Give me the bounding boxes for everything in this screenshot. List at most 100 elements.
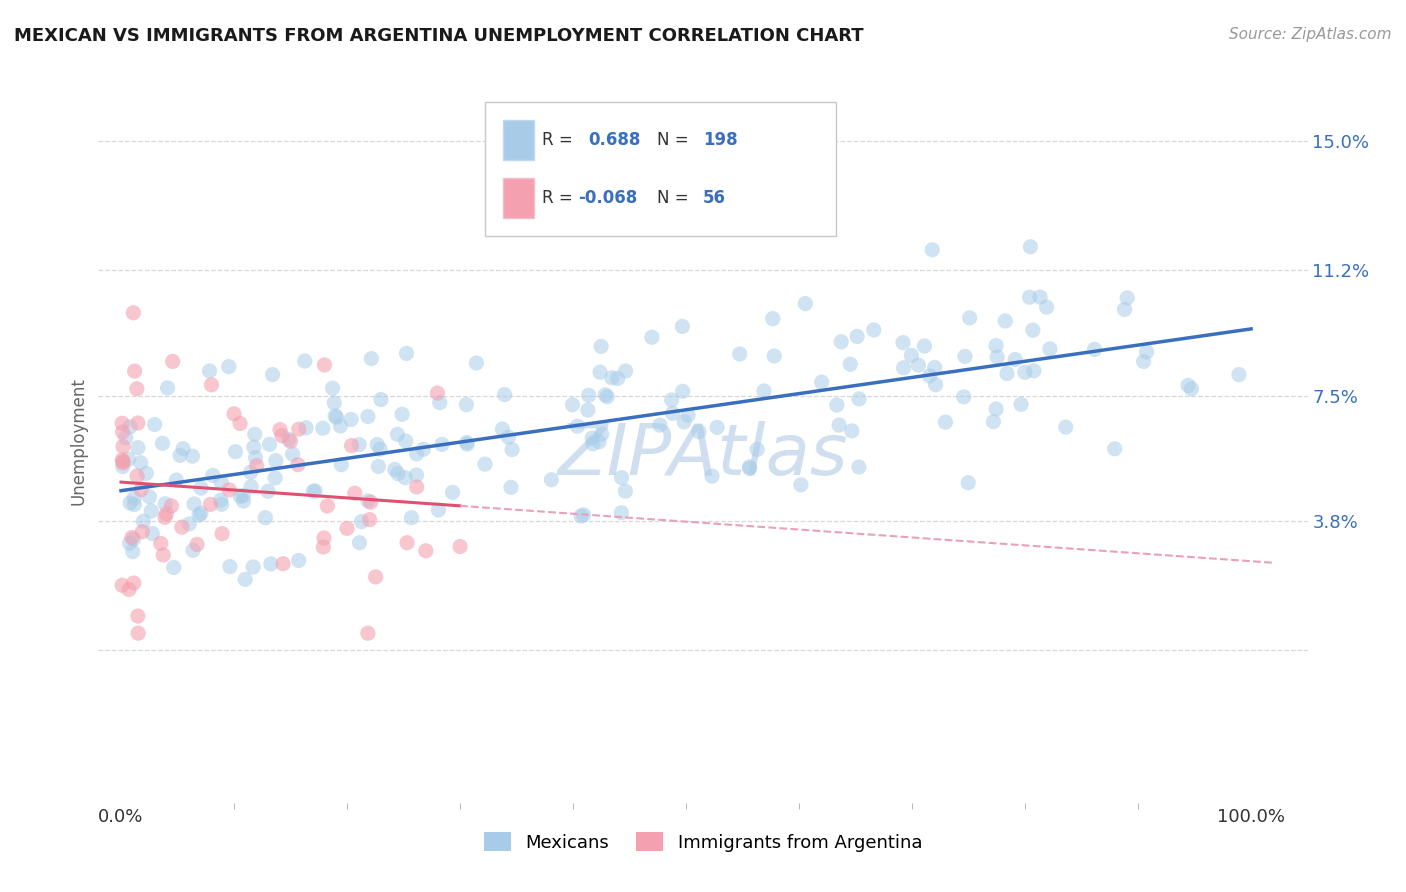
Point: [229, 489, 252, 503]
Point: [143, 417, 166, 432]
Point: [825, 398, 848, 412]
Point: [415, 543, 437, 558]
Point: [340, 439, 363, 453]
Point: [254, 510, 277, 524]
Point: [367, 459, 389, 474]
Point: [181, 543, 204, 558]
Point: [1019, 240, 1042, 254]
Point: [280, 434, 302, 449]
Point: [648, 418, 671, 433]
Point: [405, 480, 427, 494]
Point: [589, 365, 612, 379]
Point: [673, 415, 696, 429]
Point: [225, 444, 247, 458]
Point: [302, 484, 325, 499]
Point: [304, 483, 326, 498]
Point: [169, 449, 191, 463]
Point: [501, 442, 523, 457]
Point: [170, 520, 193, 534]
Point: [491, 422, 513, 436]
Point: [218, 483, 240, 497]
Point: [112, 454, 135, 468]
Point: [209, 475, 232, 489]
Point: [270, 428, 292, 442]
Point: [350, 515, 373, 529]
Point: [131, 524, 153, 539]
Point: [465, 356, 488, 370]
Point: [246, 458, 269, 473]
Point: [405, 468, 427, 483]
Point: [360, 495, 382, 509]
Point: [752, 384, 775, 398]
Point: [794, 296, 817, 310]
Point: [198, 364, 221, 378]
Point: [262, 368, 284, 382]
Point: [449, 540, 471, 554]
Point: [295, 421, 318, 435]
Point: [891, 335, 914, 350]
Point: [340, 412, 363, 426]
Text: -0.068: -0.068: [578, 189, 638, 207]
Point: [264, 471, 287, 485]
Point: [893, 360, 915, 375]
Point: [706, 420, 728, 434]
Point: [396, 535, 419, 549]
Point: [243, 427, 266, 442]
Point: [1004, 352, 1026, 367]
Point: [312, 531, 335, 545]
Point: [540, 473, 562, 487]
Point: [588, 434, 610, 449]
Point: [124, 364, 146, 378]
Point: [218, 359, 240, 374]
Point: [294, 354, 316, 368]
Y-axis label: Unemployment: Unemployment: [69, 377, 87, 506]
Point: [111, 578, 134, 592]
Point: [190, 506, 212, 520]
Point: [179, 516, 201, 531]
Point: [138, 490, 160, 504]
Legend: Mexicans, Immigrants from Argentina: Mexicans, Immigrants from Argentina: [477, 825, 929, 859]
Point: [1227, 368, 1250, 382]
Point: [1083, 343, 1105, 357]
Bar: [503, 120, 534, 160]
Point: [257, 484, 280, 499]
Point: [188, 508, 211, 523]
Point: [163, 560, 186, 574]
Point: [918, 368, 941, 383]
Point: [830, 334, 852, 349]
Point: [582, 437, 605, 451]
Point: [395, 434, 418, 448]
Point: [862, 323, 884, 337]
Point: [141, 526, 163, 541]
Point: [846, 329, 869, 343]
Point: [314, 358, 336, 372]
Point: [595, 388, 617, 402]
Point: [269, 423, 291, 437]
Point: [124, 498, 146, 512]
Point: [1177, 378, 1199, 392]
Point: [156, 381, 179, 395]
Point: [426, 386, 449, 401]
Point: [952, 390, 974, 404]
Point: [610, 471, 633, 485]
Point: [245, 450, 267, 465]
Point: [1029, 290, 1052, 304]
Point: [201, 468, 224, 483]
Point: [395, 346, 418, 360]
Point: [357, 409, 380, 424]
Point: [323, 409, 346, 423]
Point: [316, 499, 339, 513]
Point: [661, 406, 683, 420]
Point: [155, 497, 177, 511]
Point: [384, 462, 406, 476]
Point: [122, 306, 145, 320]
Point: [229, 417, 252, 431]
Point: [921, 243, 943, 257]
Point: [360, 351, 382, 366]
Point: [190, 481, 212, 495]
Point: [924, 377, 946, 392]
Point: [387, 467, 409, 481]
Point: [401, 510, 423, 524]
Point: [118, 536, 141, 550]
Point: [456, 435, 478, 450]
